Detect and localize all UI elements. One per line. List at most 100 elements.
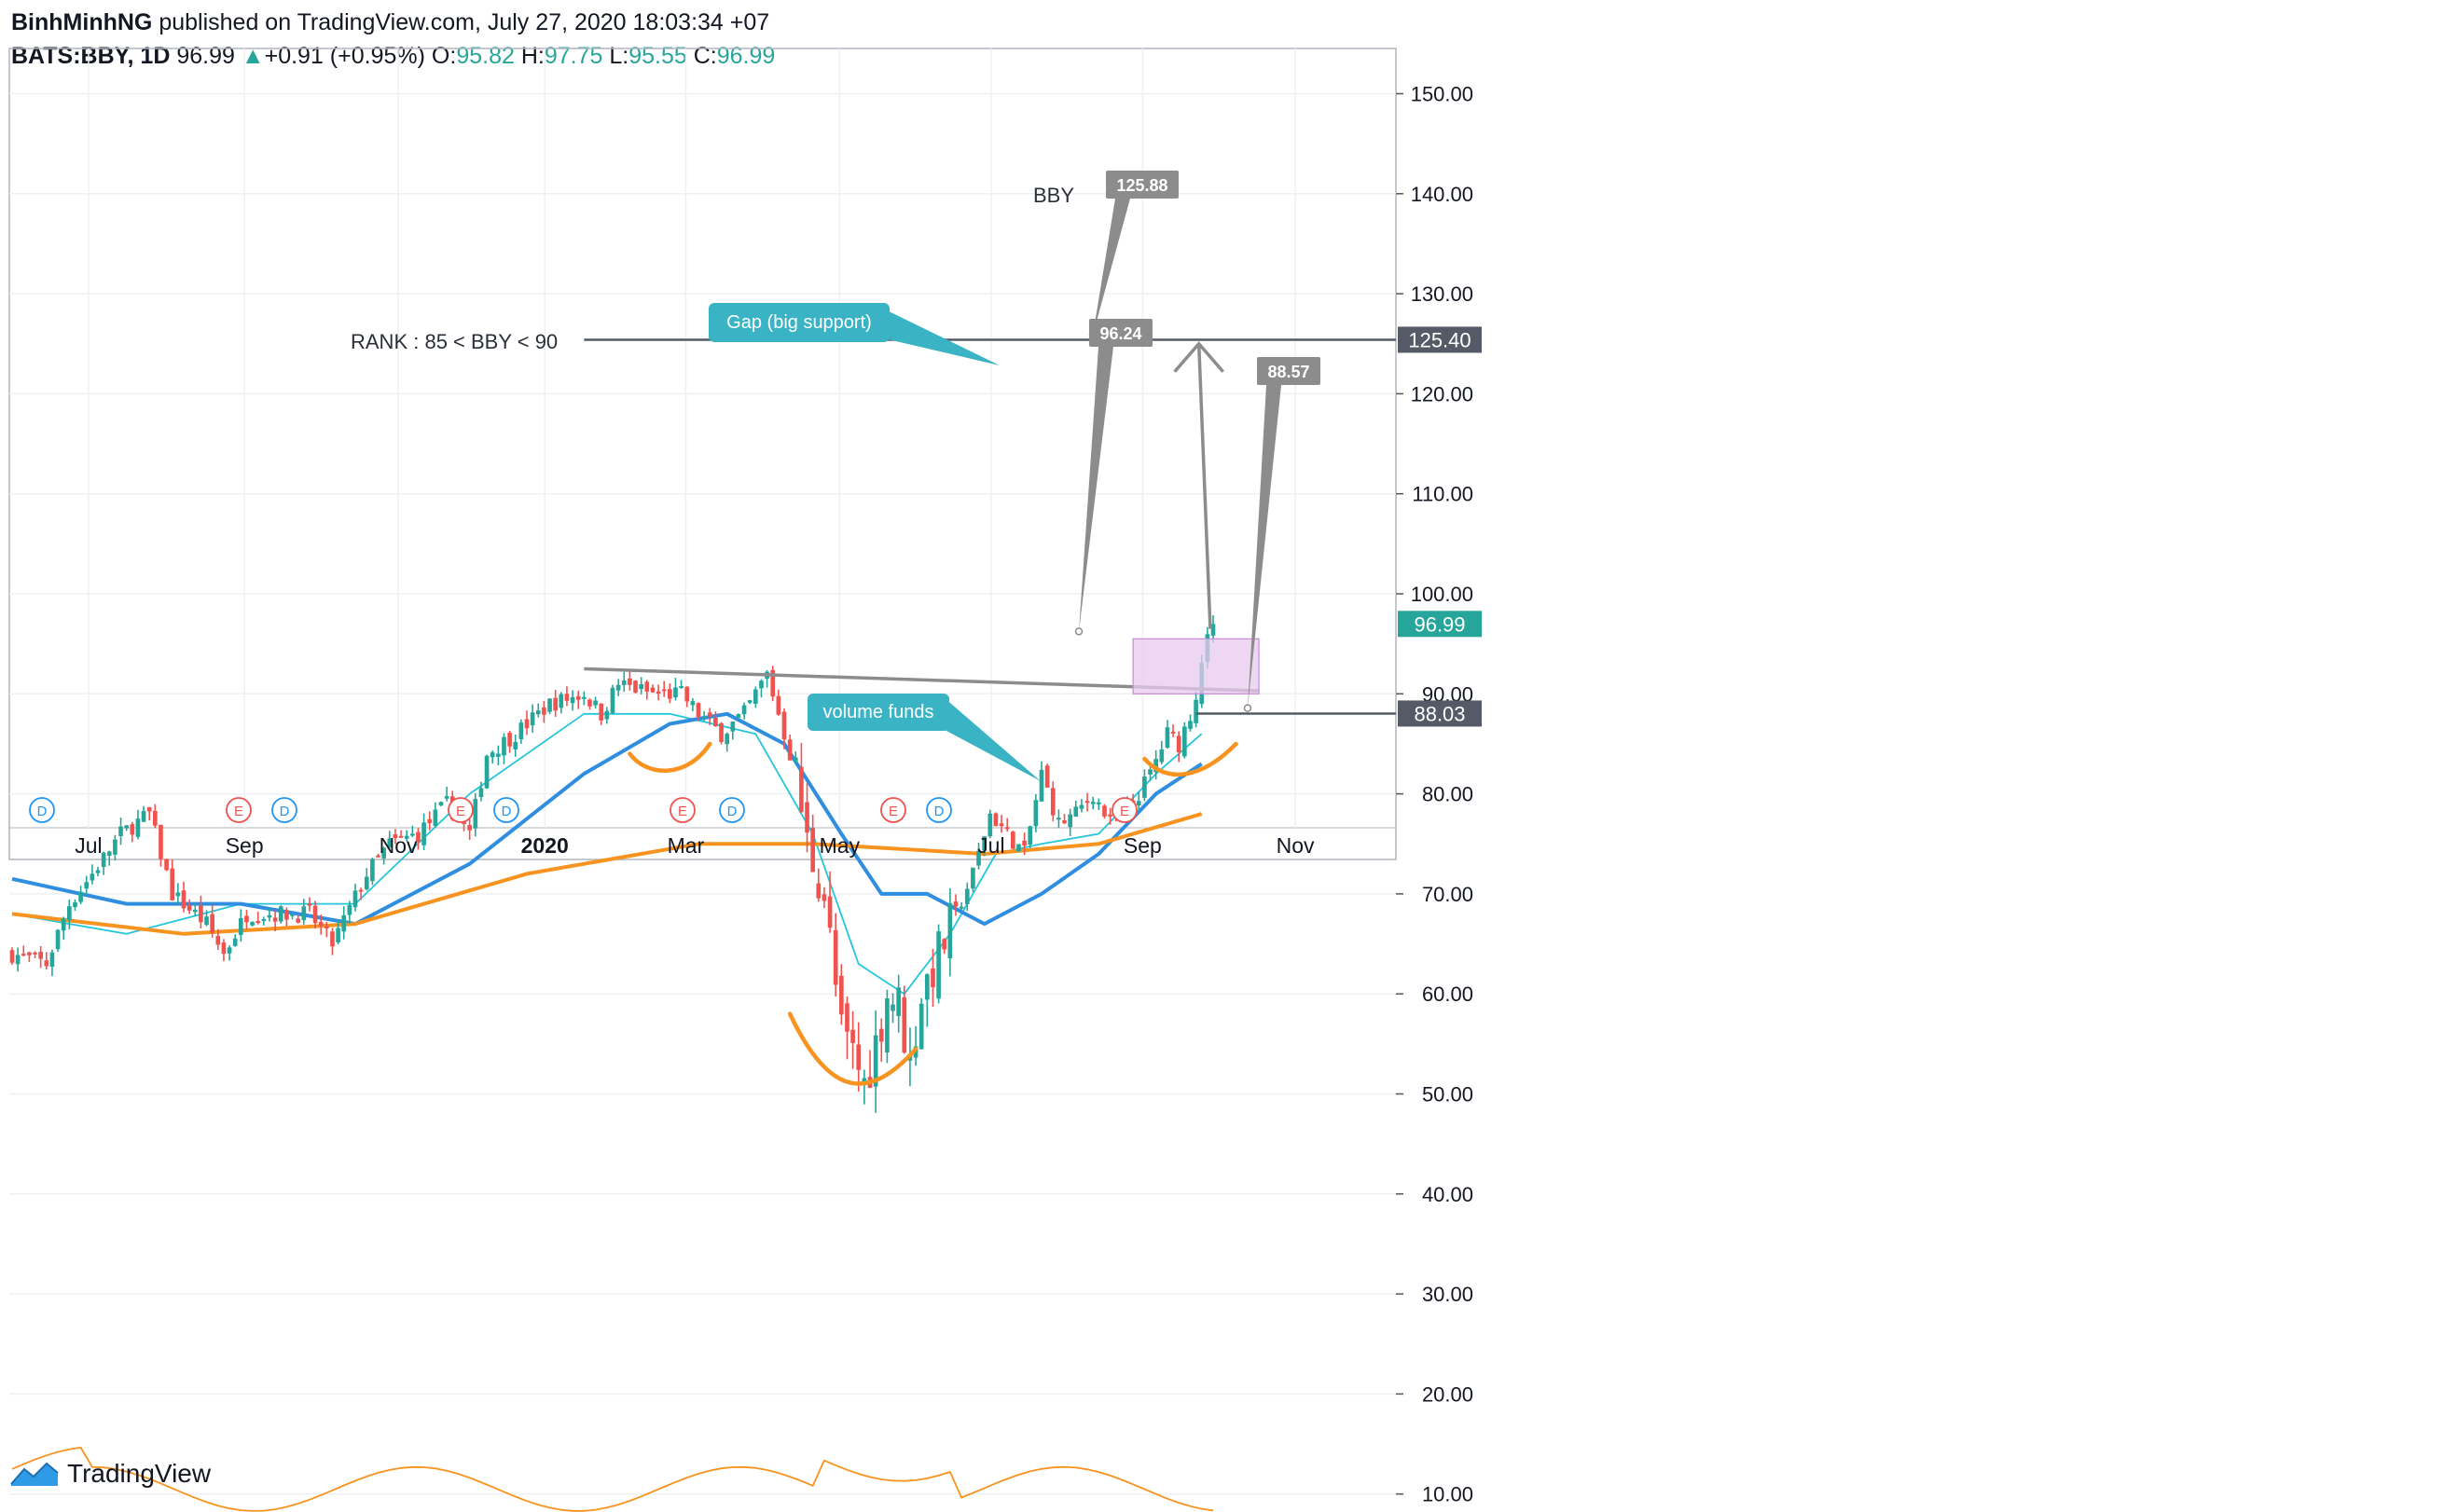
time-axis[interactable]: Jul Sep Nov 2020 Mar May Jul Sep Nov [75, 833, 1315, 858]
candle-body [822, 894, 827, 901]
candle-body [153, 810, 158, 826]
callout-pointer [1079, 347, 1113, 632]
candle-body [707, 712, 712, 717]
candle-body [530, 712, 535, 726]
candle-body [696, 703, 701, 718]
candle-body [1028, 826, 1033, 845]
gap-zone-box[interactable] [1132, 638, 1260, 694]
callout-box[interactable] [1257, 357, 1320, 385]
earnings-marker[interactable]: E [448, 797, 474, 823]
candle-body [518, 722, 524, 740]
candle-body [284, 910, 289, 920]
candle-body [330, 931, 335, 947]
candle-body [61, 918, 66, 931]
candle-body [781, 711, 787, 740]
candle-body [661, 689, 667, 692]
earnings-marker[interactable]: E [226, 797, 252, 823]
cup-arc[interactable] [628, 741, 712, 773]
candle-body [873, 1035, 878, 1087]
candle-body [936, 931, 941, 999]
candle-body [993, 813, 999, 827]
candle-body [582, 696, 587, 699]
volume-ma-path [11, 1446, 1214, 1512]
candle-body [204, 916, 209, 926]
earnings-marker[interactable]: E [880, 797, 906, 823]
candle-body [55, 929, 61, 950]
candle-body [1159, 749, 1165, 763]
earnings-marker-circle [880, 797, 906, 823]
gap-bubble[interactable] [709, 303, 890, 342]
price-axis[interactable]: 10.00 20.00 30.00 40.00 50.00 60.00 70.00 80.00… [1396, 83, 1482, 1506]
candle-body [513, 742, 518, 749]
candle-body [15, 955, 21, 965]
chart-frame [8, 48, 1397, 860]
symbol-label[interactable]: BATS:BBY, 1D [11, 43, 171, 69]
volume-bubble-label: volume funds [823, 702, 934, 722]
callout-box[interactable] [1106, 171, 1179, 199]
candle-body [1210, 624, 1216, 636]
author-name[interactable]: BinhMinhNG [11, 9, 153, 35]
target-arrow-shaft[interactable] [1196, 343, 1212, 629]
dividend-marker-circle [493, 797, 519, 823]
candle-body [1182, 726, 1187, 757]
y-tick-label: 70.00 [1422, 883, 1473, 906]
candle-body [656, 691, 661, 694]
candle-body [1170, 731, 1176, 734]
dividend-marker[interactable]: D [926, 797, 952, 823]
footer-brand[interactable]: TradingView [9, 1459, 211, 1489]
drawings[interactable]: 125.88 96.24 88.57 BBY RANK : 85 < BBY < 90 G… [351, 171, 1396, 1086]
candle-body [170, 868, 175, 900]
dividend-marker[interactable]: D [719, 797, 745, 823]
price-label: 125.40 [1408, 328, 1471, 351]
earnings-marker[interactable]: E [1112, 797, 1138, 823]
candle-body [467, 825, 472, 831]
volume-bubble-pointer [932, 697, 1041, 781]
candle-body [845, 1003, 849, 1032]
candle-body [404, 835, 409, 839]
candle-body [770, 669, 776, 697]
dividend-marker-label: D [727, 804, 738, 819]
callout-box[interactable] [1089, 319, 1153, 347]
candle-body [267, 914, 272, 918]
candle-body [484, 755, 490, 789]
cup-arc[interactable] [787, 1011, 918, 1086]
last-price-label-bg [1398, 611, 1482, 638]
bby-title-annotation: BBY [1033, 184, 1074, 207]
candle-body [896, 987, 901, 1016]
candle-body [839, 975, 844, 1015]
candle-body [690, 701, 696, 706]
dividend-marker[interactable]: D [493, 797, 519, 823]
dividend-marker[interactable]: D [29, 797, 55, 823]
x-tick-label: Nov [380, 833, 418, 858]
candle-body [44, 960, 49, 967]
candle-body [113, 839, 117, 855]
cup-arc[interactable] [1142, 741, 1238, 777]
earnings-marker[interactable]: E [670, 797, 696, 823]
candle-body [175, 892, 181, 897]
open-label: O: [431, 43, 457, 69]
candle-body [987, 813, 993, 837]
candle-body [496, 753, 501, 757]
publish-line: BinhMinhNG published on TradingView.com,… [11, 6, 775, 39]
candle-body [615, 684, 621, 691]
candle-body [1056, 818, 1061, 820]
candle-body [885, 998, 890, 1053]
candle-body [741, 705, 747, 715]
candle-body [931, 968, 935, 988]
last-price-label: 96.99 [1414, 612, 1465, 636]
candle-body [918, 1003, 924, 1050]
candle-body [473, 799, 478, 829]
candle-body [227, 947, 232, 954]
candle-body [942, 939, 947, 950]
candle-body [27, 952, 32, 955]
moving-averages [11, 711, 1203, 996]
candle-body [787, 739, 793, 761]
candle-body [959, 906, 964, 909]
dividend-marker[interactable]: D [271, 797, 297, 823]
volume-bubble[interactable] [808, 694, 949, 731]
candle-body [947, 902, 953, 959]
candle-body [1165, 727, 1170, 749]
dividend-marker-label: D [502, 804, 512, 819]
